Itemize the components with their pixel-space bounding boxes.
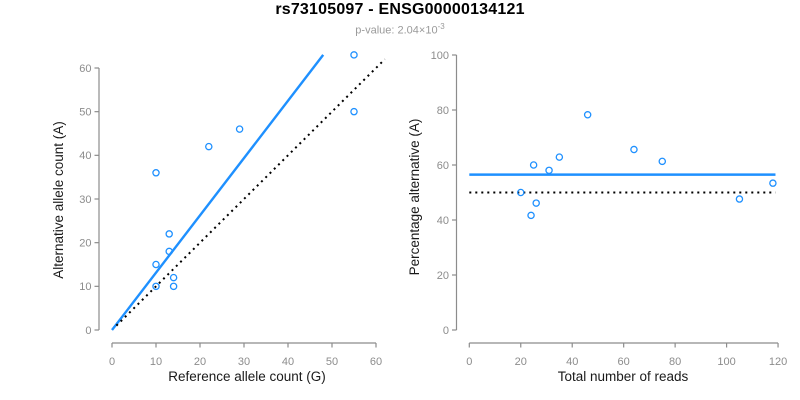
x-tick-label: 40 xyxy=(566,356,578,368)
data-point xyxy=(152,169,160,177)
data-point xyxy=(152,282,160,291)
y-axis: 0 20 40 60 80 100 xyxy=(431,50,458,337)
x-tick-label: 100 xyxy=(717,356,735,368)
x-tick-label: 0 xyxy=(109,356,115,368)
y-tick-label: 0 xyxy=(443,325,449,337)
pvalue-text: p-value: 2.04×10 xyxy=(355,24,438,37)
y-tick-label: 0 xyxy=(85,325,91,337)
data-point xyxy=(658,157,667,166)
data-point xyxy=(165,230,173,238)
x-axis-title: Reference allele count (G) xyxy=(168,369,326,384)
data-point xyxy=(769,179,777,187)
y-tick-label: 80 xyxy=(437,105,449,117)
x-tick-label: 30 xyxy=(238,356,250,368)
data-point xyxy=(583,111,592,119)
data-point xyxy=(152,260,160,269)
data-point xyxy=(350,107,358,116)
figure-subtitle: p-value: 2.04×10-3 xyxy=(0,22,800,37)
x-tick-label: 20 xyxy=(194,356,206,368)
y-axis-title: Alternative allele count (A) xyxy=(51,121,66,279)
y-tick-label: 40 xyxy=(437,215,449,227)
y-tick-label: 60 xyxy=(79,63,91,75)
data-point xyxy=(169,282,178,291)
identity-line xyxy=(115,58,386,327)
y-tick-label: 10 xyxy=(79,281,91,293)
data-point xyxy=(529,161,538,169)
x-tick-label: 80 xyxy=(669,356,681,368)
y-tick-label: 40 xyxy=(79,150,91,162)
x-tick-label: 60 xyxy=(370,356,382,368)
data-point xyxy=(532,199,540,207)
y-axis: 0 10 20 30 40 50 60 xyxy=(79,63,100,337)
x-tick-label: 20 xyxy=(515,356,527,368)
y-tick-label: 20 xyxy=(437,270,449,282)
x-axis: 0 20 40 60 80 100 120 xyxy=(466,342,787,368)
data-point xyxy=(165,247,173,256)
fit-line xyxy=(111,54,325,331)
panel-allele-count-scatter: 0 10 20 30 40 50 60 0 10 20 30 40 50 60 Reference alle… xyxy=(51,51,386,384)
figure-title: rs73105097 - ENSG00000134121 xyxy=(275,1,525,18)
x-tick-label: 120 xyxy=(769,356,787,368)
data-point xyxy=(350,51,358,59)
y-tick-label: 50 xyxy=(79,106,91,118)
y-tick-label: 30 xyxy=(79,194,91,206)
x-tick-label: 0 xyxy=(466,356,472,368)
data-point xyxy=(527,211,535,220)
data-point xyxy=(205,142,213,151)
data-point xyxy=(235,125,244,133)
x-tick-label: 50 xyxy=(326,356,338,368)
data-point xyxy=(735,195,744,203)
data-point xyxy=(169,273,178,282)
x-tick-label: 60 xyxy=(618,356,630,368)
y-tick-label: 60 xyxy=(437,160,449,172)
data-point xyxy=(630,145,638,154)
y-tick-label: 20 xyxy=(79,237,91,249)
x-tick-label: 10 xyxy=(150,356,162,368)
data-points xyxy=(517,111,777,220)
data-point xyxy=(555,153,564,161)
panel-percentage-vs-reads-scatter: 0 20 40 60 80 100 0 20 40 60 80 100 120 Total number … xyxy=(407,50,787,384)
x-axis-title: Total number of reads xyxy=(558,369,689,384)
x-axis: 0 10 20 30 40 50 60 xyxy=(109,342,382,368)
pvalue-exponent: -3 xyxy=(437,22,445,31)
x-tick-label: 40 xyxy=(282,356,294,368)
data-point xyxy=(545,166,553,175)
data-points xyxy=(152,51,358,291)
data-point xyxy=(517,188,525,197)
y-tick-label: 100 xyxy=(431,50,449,62)
y-axis-title: Percentage alternative (A) xyxy=(407,119,422,276)
